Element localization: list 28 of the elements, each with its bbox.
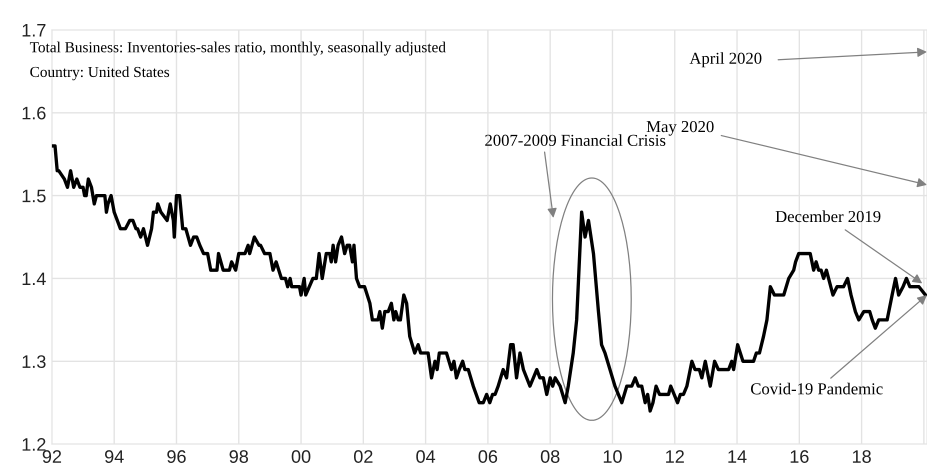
x-tick-label: 16: [790, 450, 809, 463]
x-tick-label: 12: [666, 450, 684, 463]
x-tick-label: 10: [604, 450, 622, 463]
text: Total Business: Inventories-sales ratio, monthly, seasonally adjusted: [30, 42, 446, 56]
y-tick-label: 1.6: [22, 106, 46, 120]
annotation: April 2020: [690, 52, 762, 68]
x-tick-label: 14: [728, 450, 747, 463]
y-tick-label: 1.5: [22, 190, 46, 202]
x-tick-label: 98: [230, 450, 248, 463]
x-tick-label: 92: [42, 450, 62, 463]
annotation: 2007-2009 Financial Crisis: [485, 134, 666, 146]
x-tick-label: 18: [852, 450, 871, 463]
text: Country: United States: [30, 66, 170, 80]
y-tick-label: 1.4: [22, 272, 46, 285]
y-tick-label: 1.7: [22, 24, 46, 36]
x-tick-label: 96: [167, 450, 186, 463]
x-tick-label: 04: [416, 450, 436, 463]
y-tick-label: 1.2: [22, 438, 46, 451]
line-series: [52, 144, 927, 413]
annotation: Covid-19 Pandemic: [750, 382, 883, 394]
y-tick-label: 1.3: [22, 355, 46, 368]
x-tick-label: 00: [292, 450, 310, 463]
annotation: May 2020: [646, 120, 714, 136]
x-tick-label: 08: [540, 450, 560, 463]
x-tick-label: 06: [478, 450, 498, 463]
x-tick-label: 94: [105, 450, 124, 463]
x-tick-label: 02: [354, 450, 372, 463]
annotation: December 2019: [776, 210, 880, 222]
